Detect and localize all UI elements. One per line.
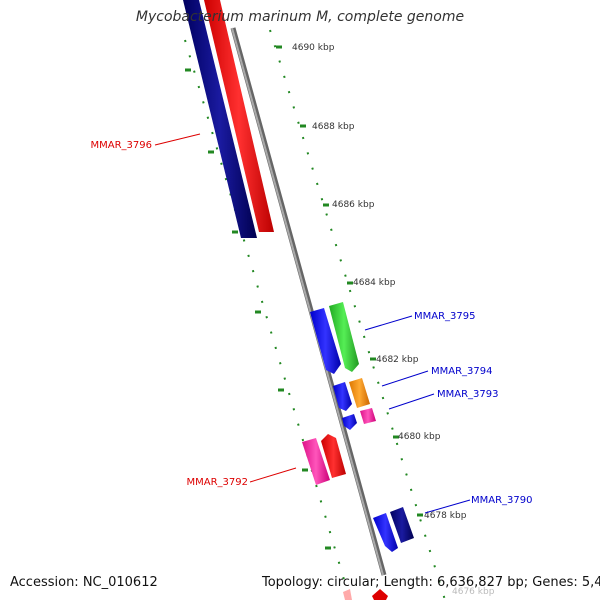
gene-block-orange-3794[interactable] <box>349 378 370 408</box>
gene-block-navy-large[interactable] <box>183 0 257 238</box>
tick-label: 4686 kbp <box>332 200 375 210</box>
callout-line-3792 <box>249 467 297 483</box>
gene-label-3796[interactable]: MMAR_3796 <box>91 140 153 151</box>
callout-line-3796 <box>154 133 201 146</box>
gene-label-3794[interactable]: MMAR_3794 <box>431 366 493 377</box>
gene-arrow-blue-3793[interactable] <box>342 414 357 430</box>
gene-arrow-green-3795[interactable] <box>329 302 359 372</box>
tick-marks <box>185 45 423 550</box>
callout-line-3790 <box>424 499 471 514</box>
tick-label: 4684 kbp <box>353 278 396 288</box>
tick-label: 4680 kbp <box>398 432 441 442</box>
tick-label: 4682 kbp <box>376 355 419 365</box>
gene-label-3790[interactable]: MMAR_3790 <box>471 495 533 506</box>
gene-arrow-blue-3790[interactable] <box>373 513 398 552</box>
tick-label: 4688 kbp <box>312 122 355 132</box>
callout-line-3795 <box>364 315 413 331</box>
accession-text: Accession: NC_010612 <box>10 575 158 590</box>
gene-arrow-red-3792[interactable] <box>321 434 346 478</box>
tick-labels: 4690 kbp 4688 kbp 4686 kbp 4684 kbp 4682… <box>292 43 495 597</box>
tick-label: 4690 kbp <box>292 43 335 53</box>
gene-block-pink-3793[interactable] <box>360 408 376 424</box>
tick-label: 4676 kbp <box>452 587 495 597</box>
gene-block-pink-3792[interactable] <box>302 438 330 485</box>
callout-line-3793 <box>388 393 435 410</box>
map-title: Mycobacterium marinum M, complete genome <box>135 9 465 25</box>
inner-tick-guide <box>184 39 351 600</box>
gene-fragment-bottom-2 <box>343 589 352 600</box>
gene-block-red-large[interactable] <box>204 0 274 232</box>
tick-label: 4678 kbp <box>424 511 467 521</box>
gene-label-3795[interactable]: MMAR_3795 <box>414 311 476 322</box>
gene-arrow-blue-3794[interactable] <box>333 382 352 411</box>
gene-label-3793[interactable]: MMAR_3793 <box>437 389 499 400</box>
outer-tick-guide <box>269 29 446 600</box>
gene-block-navy-3790[interactable] <box>390 507 414 543</box>
genome-backbone <box>230 27 387 576</box>
gene-fragment-bottom <box>372 589 388 600</box>
gene-label-3792[interactable]: MMAR_3792 <box>187 477 249 488</box>
gene-arrow-blue-3795[interactable] <box>310 308 341 374</box>
genome-summary-text: Topology: circular; Length: 6,636,827 bp… <box>262 575 600 590</box>
callout-line-3794 <box>381 370 429 387</box>
